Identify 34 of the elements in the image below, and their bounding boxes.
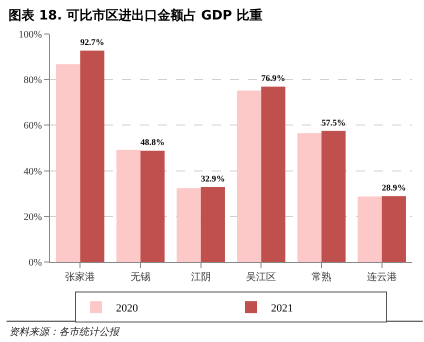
y-tick-label: 0% [28, 258, 42, 268]
bar [261, 86, 286, 262]
bar [80, 50, 104, 262]
legend-label: 2020 [116, 302, 138, 314]
data-label: 48.8% [140, 137, 165, 148]
y-tick-label: 100% [18, 30, 42, 40]
y-tick-label: 60% [24, 120, 42, 132]
y-tick-label: 20% [24, 212, 42, 223]
bar [176, 188, 201, 262]
x-tick-label: 吴江区 [246, 271, 276, 283]
data-label: 92.7% [80, 37, 104, 48]
data-label: 28.9% [382, 182, 406, 192]
data-label: 32.9% [200, 173, 225, 184]
bar [200, 186, 225, 262]
bar [237, 90, 262, 262]
legend-label: 2021 [271, 302, 293, 314]
bar [322, 130, 346, 262]
text: 资料来源：各市统计公报 [9, 326, 120, 338]
chart-title: 图表 18. 可比市区进出口金额占 GDP 比重 [8, 7, 263, 24]
y-tick-label: 40% [24, 166, 42, 178]
data-label: 57.5% [322, 117, 346, 128]
y-tick-label: 80% [24, 75, 42, 86]
x-tick-label: 连云港 [366, 271, 397, 283]
bar [382, 196, 406, 262]
data-label: 76.9% [261, 73, 286, 84]
bar [358, 196, 382, 262]
x-tick-label: 张家港 [65, 271, 96, 283]
x-tick-label: 江阴 [190, 271, 211, 283]
bar [140, 150, 165, 262]
x-tick-label: 常熟 [312, 271, 332, 283]
bar [297, 133, 322, 262]
bar [116, 150, 140, 262]
bar [56, 64, 80, 262]
x-tick-label: 无锡 [130, 272, 150, 283]
